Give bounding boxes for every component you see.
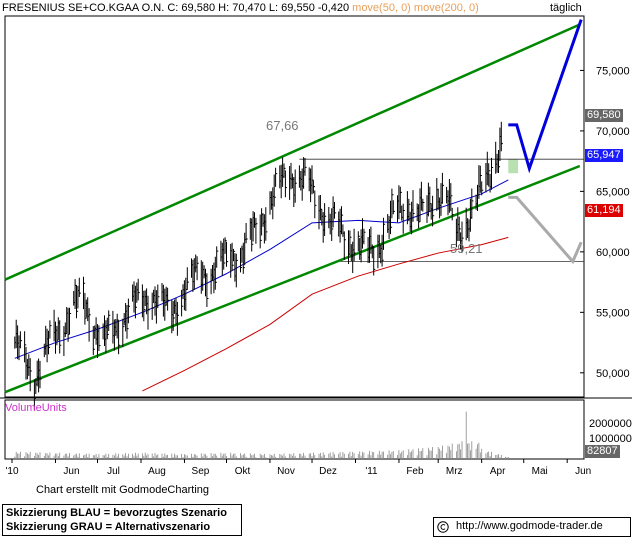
x-tick-label-2: Jul [107,466,120,477]
volume-tick-top: 2000000 [589,418,632,430]
y-tick-label-3: 60,000 [596,247,630,259]
ma50-badge: 65,947 [585,149,623,162]
x-tick-label-4: Sep [192,466,210,477]
chart-credit: Chart erstellt mit GodmodeCharting [36,484,210,496]
target-zone-layer [508,159,519,174]
y-tick-label-5: 50,000 [596,368,630,380]
legend-blue: Skizzierung BLAU = bevorzugtes Szenario [6,507,227,519]
close-value: 69,580 [181,2,216,14]
x-tick-label-3: Aug [148,466,166,477]
x-tick-label-10: Mrz [446,466,463,477]
low-value: 69,550 [281,2,315,14]
x-tick-label-9: Feb [406,466,424,477]
volume-badge: 82807 [585,445,620,458]
period-label: täglich [550,2,582,14]
website-url[interactable]: http://www.godmode-trader.de [456,520,603,532]
volume-label: VolumeUnits [5,402,67,414]
scenario-blue [508,19,583,174]
x-tick-label-5: Okt [235,466,251,477]
channel-line-upper [4,23,581,281]
x-tick-label-1: Jun [63,466,79,477]
x-tick-label-11: Apr [490,466,506,477]
high-label: H: [218,2,230,14]
chart-header: FRESENIUS SE+CO.KGAA O.N. C: 69,580 H: 7… [2,2,479,15]
website-link[interactable]: http://www.godmode-trader.de [433,517,631,537]
target-zone [508,159,519,174]
x-tick-label-13: Jun [575,466,591,477]
x-tick-label-7: Dez [319,466,337,477]
volume-bars [14,411,509,459]
x-tick-label-0: '10 [5,466,18,477]
panel-frames [0,15,632,460]
axes-layer: 75,000 70,000 65,000 60,000 55,000 50,000 '10 J… [5,65,629,477]
y-tick-label-0: 75,000 [596,65,630,77]
trend-channel-layer [4,23,581,394]
ma200-badge: 61,194 [585,204,623,217]
price-layer [14,121,503,410]
y-tick-label-2: 65,000 [596,186,630,198]
y-tick-label-1: 70,000 [596,126,630,138]
change-value: -0,420 [317,2,350,14]
x-tick-label-12: Mai [532,466,548,477]
ma200-legend: move(200, 0) [413,2,479,14]
channel-line-lower [4,164,581,394]
price-badge: 69,580 [585,109,623,122]
close-label: C: [167,2,179,14]
low-label: L: [268,2,279,14]
volume-panel-frame [4,399,585,460]
ma50-legend: move(50, 0) [352,2,411,14]
level-low-label: 59,21 [450,241,483,256]
horizontal-levels-layer [299,158,584,262]
volume-layer [14,411,509,459]
price-bars [14,121,503,410]
scenario-layer [508,19,583,265]
ma200-line [142,236,509,392]
copyright-icon [437,521,449,533]
symbol-name: FRESENIUS SE+CO.KGAA O.N. [2,2,165,14]
x-tick-label-8: '11 [365,466,378,477]
ma200-layer [142,236,509,392]
legend-gray: Skizzierung GRAU = Alternativszenario [6,521,211,533]
scenario-legend: Skizzierung BLAU = bevorzugtes Szenario … [2,504,242,536]
y-tick-label-4: 55,000 [596,307,630,319]
high-value: 70,470 [232,2,266,14]
volume-tick-mid: 1000000 [589,433,632,445]
scenario-gray [508,195,583,265]
x-tick-label-6: Nov [277,466,295,477]
main-panel-frame [4,15,585,398]
level-high-label: 67,66 [266,118,299,133]
